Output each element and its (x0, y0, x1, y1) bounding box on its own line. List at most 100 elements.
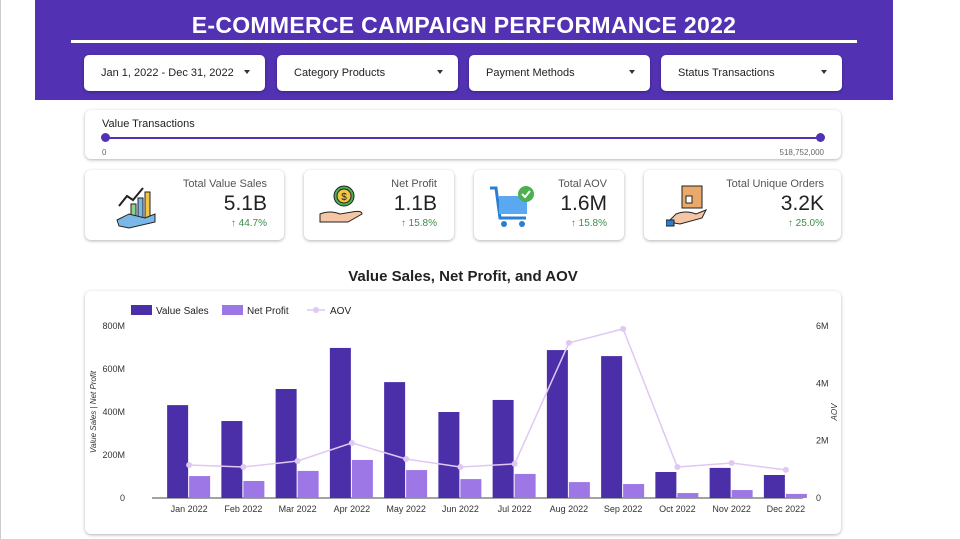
aov-point (674, 464, 681, 471)
cart-check-icon (490, 186, 534, 227)
x-tick-label: Aug 2022 (550, 504, 589, 514)
aov-line (189, 327, 786, 471)
y2-tick-label: 0 (816, 493, 821, 503)
kpi-total-unique-orders: Total Unique Orders 3.2K ↑ 25.0% (644, 170, 841, 240)
package-hand-icon (666, 185, 708, 227)
bar-value-sales (167, 405, 189, 498)
bar-value-sales (601, 356, 623, 498)
kpi-label: Total Value Sales (182, 178, 267, 190)
kpi-label: Net Profit (391, 178, 437, 190)
aov-point (457, 464, 464, 471)
kpi-value: 5.1B (223, 192, 267, 215)
bar-value-sales (763, 474, 785, 498)
combo-chart: 0 200M 400M 600M 800M 0 2M 4M 6M Value Sales | Ne… (89, 305, 839, 514)
aov-point (728, 460, 735, 467)
x-tick-label: Dec 2022 (767, 504, 806, 514)
filter-label: Category Products (294, 67, 386, 79)
status-filter[interactable]: Status Transactions (661, 55, 842, 91)
y2-tick-label: 2M (816, 436, 829, 446)
aov-point (620, 325, 627, 332)
bar-value-sales (492, 399, 514, 498)
caret-down-icon (821, 70, 827, 74)
kpi-delta: ↑ 15.8% (570, 218, 607, 229)
x-tick-label: Jul 2022 (498, 504, 532, 514)
x-tick-label: Sep 2022 (604, 504, 643, 514)
aov-point (348, 439, 355, 446)
y-axis-label: Value Sales | Net Profit (89, 370, 98, 453)
caret-down-icon (244, 70, 250, 74)
bar-net-profit (731, 490, 753, 498)
slider-min-handle[interactable] (101, 133, 110, 142)
kpi-total-aov: Total AOV 1.6M ↑ 15.8% (474, 170, 624, 240)
kpi-delta: ↑ 15.8% (400, 218, 437, 229)
y-tick-label: 200M (102, 450, 125, 460)
x-tick-label: Oct 2022 (659, 504, 696, 514)
filter-label: Jan 1, 2022 - Dec 31, 2022 (101, 67, 234, 79)
y-tick-label: 400M (102, 407, 125, 417)
y2-tick-label: 6M (816, 321, 829, 331)
kpi-value: 1.6M (560, 192, 607, 215)
bar-value-sales (655, 471, 677, 498)
legend-label: Value Sales (156, 306, 209, 317)
bar-net-profit (460, 479, 482, 498)
kpi-label: Total Unique Orders (726, 178, 824, 190)
bar-value-sales (546, 350, 568, 498)
bar-net-profit (677, 493, 699, 498)
slider-max-handle[interactable] (816, 133, 825, 142)
payment-filter[interactable]: Payment Methods (469, 55, 650, 91)
bar-net-profit (406, 470, 428, 498)
slider-min-value: 0 (102, 148, 107, 157)
bar-net-profit (623, 484, 645, 498)
bar-value-sales (221, 421, 243, 498)
aov-point (186, 462, 193, 469)
y-tick-label: 0 (120, 493, 125, 503)
kpi-delta: ↑ 44.7% (230, 218, 267, 229)
bar-net-profit (297, 470, 319, 498)
kpi-label: Total AOV (558, 178, 607, 190)
bar-net-profit (189, 476, 211, 498)
sales-growth-icon (116, 187, 156, 229)
bar-net-profit (243, 481, 265, 498)
page-title: E-COMMERCE CAMPAIGN PERFORMANCE 2022 (191, 12, 737, 38)
y2-tick-label: 4M (816, 378, 829, 388)
date-range-filter[interactable]: Jan 1, 2022 - Dec 31, 2022 (84, 55, 265, 91)
bar-value-sales (384, 382, 406, 498)
slider-max-value: 518,752,000 (779, 148, 825, 157)
value-transactions-slider: Value Transactions 0 518,752,000 (85, 110, 841, 159)
bar-net-profit (514, 473, 536, 498)
x-tick-label: Feb 2022 (224, 504, 262, 514)
legend-swatch-aov-point (313, 307, 319, 313)
filter-label: Payment Methods (486, 67, 575, 79)
slider-label: Value Transactions (102, 118, 195, 130)
svg-text:$: $ (341, 192, 347, 203)
kpi-net-profit: $ Net Profit 1.1B ↑ 15.8% (304, 170, 454, 240)
chart-card: 0 200M 400M 600M 800M 0 2M 4M 6M Value Sales | Ne… (85, 291, 841, 534)
kpi-value: 3.2K (780, 192, 824, 215)
x-tick-label: Jun 2022 (442, 504, 479, 514)
x-tick-label: Nov 2022 (712, 504, 751, 514)
aov-point (403, 456, 410, 463)
aov-point (294, 458, 301, 465)
x-tick-label: May 2022 (386, 504, 426, 514)
x-tick-label: Apr 2022 (334, 504, 371, 514)
aov-point (565, 339, 572, 346)
bar-net-profit (568, 482, 590, 498)
legend-label: AOV (330, 306, 351, 317)
bar-value-sales (709, 467, 731, 498)
title-underline (71, 40, 857, 43)
category-filter[interactable]: Category Products (277, 55, 458, 91)
money-hand-icon: $ (319, 185, 363, 223)
y2-axis-label: AOV (830, 403, 839, 422)
bar-value-sales (329, 347, 351, 498)
bar-net-profit (351, 459, 373, 498)
slider-track[interactable] (105, 137, 821, 139)
kpi-total-value-sales: Total Value Sales 5.1B ↑ 44.7% (85, 170, 284, 240)
y-tick-label: 600M (102, 364, 125, 374)
legend-swatch-value-sales (131, 305, 152, 315)
aov-point (782, 466, 789, 473)
aov-point (240, 464, 247, 471)
chart-title: Value Sales, Net Profit, and AOV (348, 268, 578, 285)
kpi-delta: ↑ 25.0% (787, 218, 824, 229)
bar-value-sales (275, 388, 297, 498)
legend-label: Net Profit (247, 306, 289, 317)
